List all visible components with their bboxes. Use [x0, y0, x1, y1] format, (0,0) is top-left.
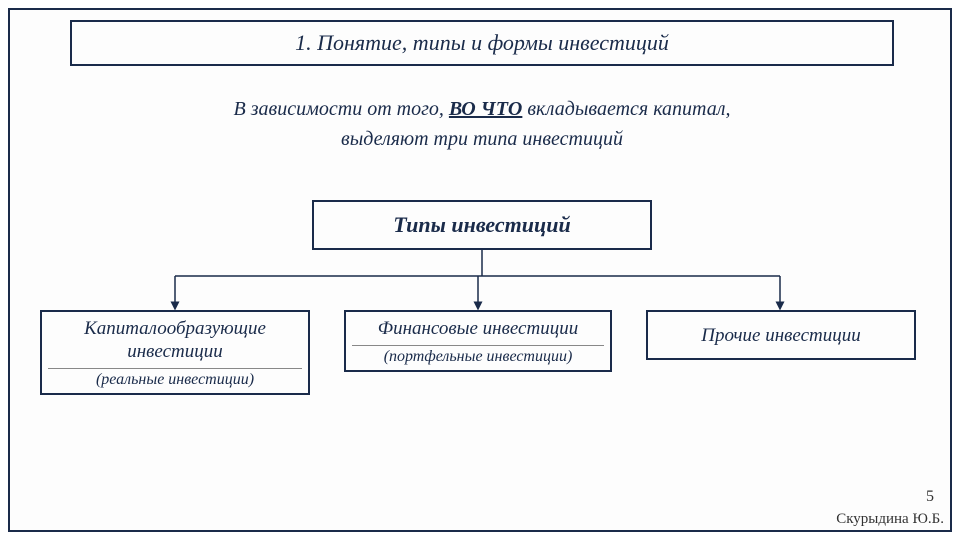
child-node-2: Финансовые инвестиции (портфельные инвес… — [344, 310, 612, 372]
slide-frame: 1. Понятие, типы и формы инвестиций В за… — [8, 8, 952, 532]
intro-line2: выделяют три типа инвестиций — [341, 128, 623, 150]
child-node-1: Капиталообразующие инвестиции (реальные … — [40, 310, 310, 395]
child-2-subtitle: (портфельные инвестиции) — [352, 345, 604, 366]
author-signature: Скурыдина Ю.Б. — [836, 511, 944, 528]
root-label: Типы инвестиций — [322, 212, 642, 238]
intro-after: вкладывается капитал, — [527, 98, 730, 120]
slide-title: 1. Понятие, типы и формы инвестиций — [82, 30, 882, 56]
child-2-title: Финансовые инвестиции — [352, 318, 604, 341]
child-1-title: Капиталообразующие инвестиции — [48, 318, 302, 364]
title-box: 1. Понятие, типы и формы инвестиций — [70, 20, 894, 66]
page-number: 5 — [926, 488, 934, 506]
intro-before: В зависимости от того, — [234, 98, 449, 120]
intro-text: В зависимости от того, ВО ЧТО вкладывает… — [10, 94, 954, 154]
child-node-3: Прочие инвестиции — [646, 310, 916, 360]
intro-emphasis: ВО ЧТО — [449, 98, 522, 120]
root-node: Типы инвестиций — [312, 200, 652, 250]
child-1-subtitle: (реальные инвестиции) — [48, 368, 302, 389]
connector-lines — [10, 10, 954, 534]
child-3-title: Прочие инвестиции — [654, 318, 908, 354]
